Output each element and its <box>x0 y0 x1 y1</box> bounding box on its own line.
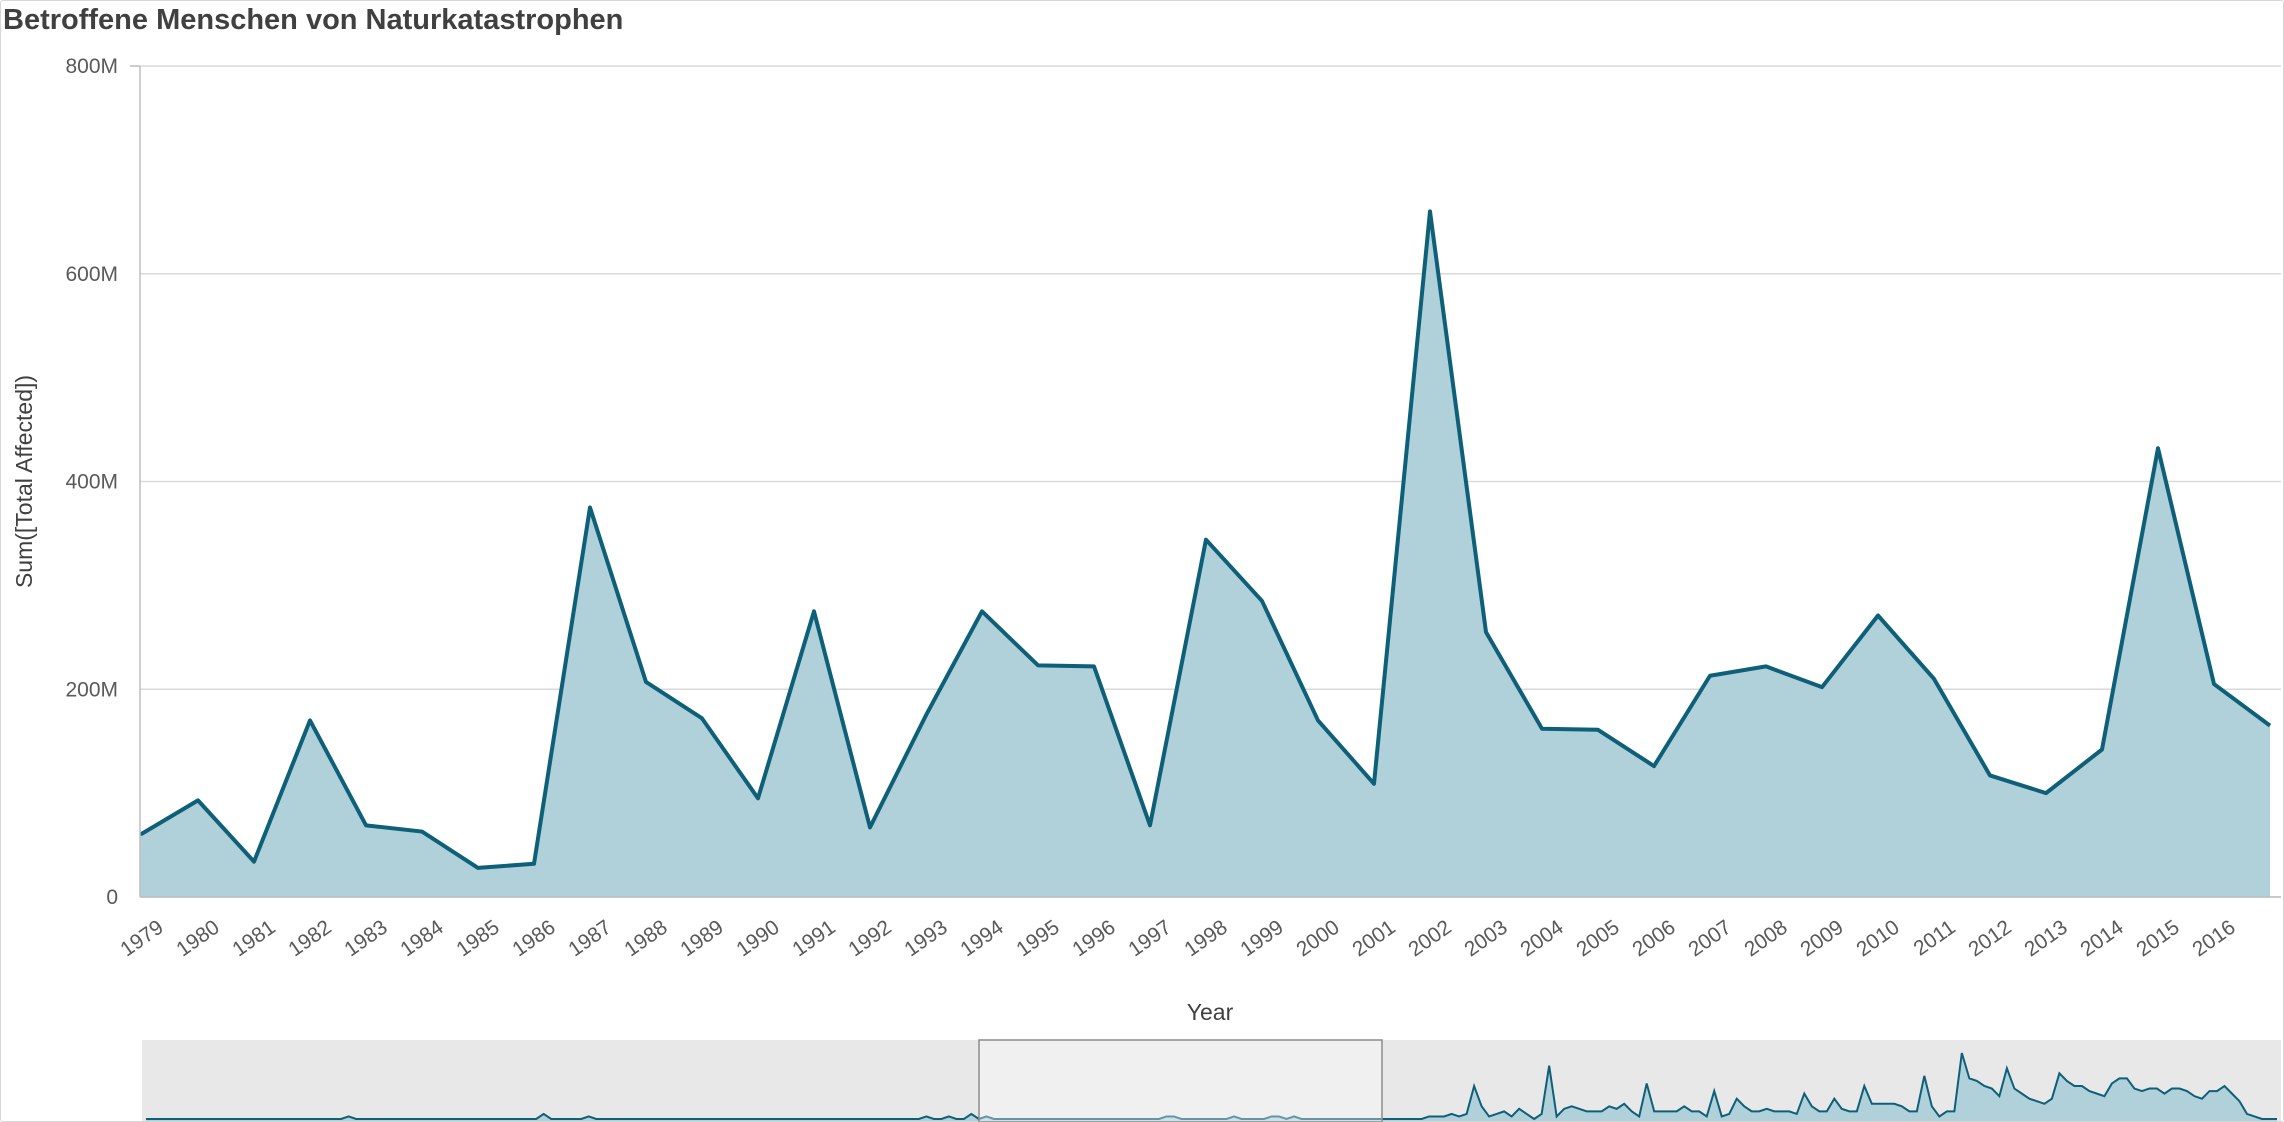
x-tick-label: 1985 <box>452 916 503 962</box>
x-tick-label: 1992 <box>844 916 895 962</box>
series-area-layer <box>140 209 2272 897</box>
y-axis-ticks: 0 200M 400M 600M 800M <box>65 55 118 909</box>
x-tick-label: 1998 <box>1180 916 1231 962</box>
x-tick-label: 1997 <box>1124 916 1175 962</box>
x-tick-label: 1982 <box>284 916 335 962</box>
x-tick-label: 2015 <box>2132 916 2183 962</box>
x-tick-label: 1995 <box>1012 916 1063 962</box>
x-tick-label: 1991 <box>788 916 839 962</box>
x-tick-label: 2002 <box>1404 916 1455 962</box>
x-tick-label: 1994 <box>956 916 1008 962</box>
x-tick-label: 1988 <box>620 916 671 962</box>
range-navigator[interactable] <box>142 1039 2281 1122</box>
x-tick-label: 2000 <box>1292 916 1343 962</box>
x-tick-label: 1980 <box>172 916 223 962</box>
x-tick-label: 2003 <box>1460 916 1511 962</box>
y-tick-label: 800M <box>65 55 118 78</box>
y-tick-label: 400M <box>65 471 118 494</box>
x-tick-label: 2006 <box>1628 916 1679 962</box>
x-tick-label: 2013 <box>2020 916 2071 962</box>
x-tick-label: 1987 <box>564 916 615 962</box>
x-tick-label: 1984 <box>396 916 448 962</box>
x-tick-label: 1999 <box>1236 916 1287 962</box>
x-tick-label: 1986 <box>508 916 559 962</box>
y-tick-label: 0 <box>106 886 118 909</box>
x-tick-label: 2012 <box>1964 916 2015 962</box>
x-axis-ticks: 1979 1980 1981 1982 1983 1984 1985 1986 1987 1988… <box>116 916 2239 962</box>
axes <box>130 65 2281 898</box>
x-tick-label: 2007 <box>1684 916 1735 962</box>
x-tick-label: 1989 <box>676 916 727 962</box>
chart-title: Betroffene Menschen von Naturkatastrophe… <box>3 4 624 36</box>
x-tick-label: 2005 <box>1572 916 1623 962</box>
navigator-line <box>146 1052 2277 1121</box>
y-axis-label: Sum([Total Affected]) <box>11 375 37 588</box>
x-tick-label: 2009 <box>1796 916 1847 962</box>
y-tick-label: 200M <box>65 678 118 701</box>
navigator-area <box>146 1053 2277 1121</box>
x-tick-label: 2004 <box>1516 916 1568 962</box>
x-tick-label: 1990 <box>732 916 783 962</box>
x-tick-label: 1983 <box>340 916 391 962</box>
series-line <box>140 209 2272 870</box>
x-tick-label: 1993 <box>900 916 951 962</box>
x-tick-label: 2014 <box>2076 916 2128 962</box>
navigator-selection-window[interactable] <box>978 1039 1383 1122</box>
x-tick-label: 2016 <box>2188 916 2239 962</box>
x-tick-label: 2008 <box>1740 916 1791 962</box>
y-tick-label: 600M <box>65 263 118 286</box>
x-tick-label: 2011 <box>1910 916 1960 961</box>
x-tick-label: 1981 <box>228 916 279 962</box>
x-tick-label: 1979 <box>116 916 167 962</box>
series-area <box>140 211 2270 897</box>
x-tick-label: 2010 <box>1852 916 1903 962</box>
x-tick-label: 2001 <box>1348 916 1399 962</box>
x-tick-label: 1996 <box>1068 916 1119 962</box>
x-axis-label: Year <box>1187 999 1234 1025</box>
